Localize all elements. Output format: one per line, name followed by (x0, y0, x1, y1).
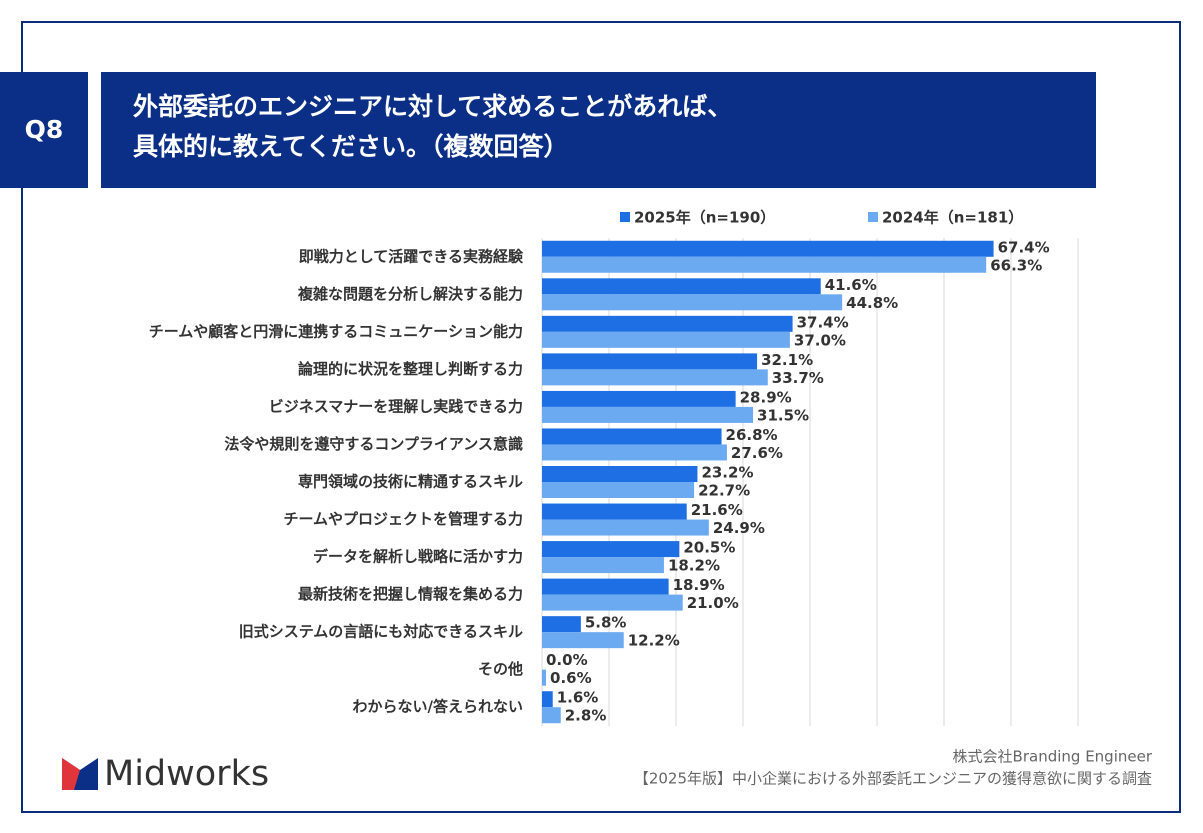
bar (542, 503, 687, 520)
title-box (101, 72, 1096, 188)
value-label: 28.9% (740, 388, 792, 406)
value-label: 41.6% (825, 276, 877, 294)
value-label: 18.9% (673, 576, 725, 594)
value-label: 33.7% (772, 369, 824, 387)
chart-title: 外部委託のエンジニアに対して求めることがあれば、 (133, 92, 732, 121)
value-label: 31.5% (757, 406, 809, 424)
value-label: 24.9% (713, 519, 765, 537)
bar (542, 557, 664, 574)
value-label: 21.6% (691, 501, 743, 519)
legend-swatch (868, 212, 878, 222)
bar (542, 616, 581, 633)
value-label: 18.2% (668, 557, 720, 575)
value-label: 12.2% (628, 632, 680, 650)
label-box (0, 72, 88, 188)
category-label: 専門領域の技術に精通するスキル (298, 473, 523, 491)
bar (542, 406, 754, 423)
bar (542, 315, 793, 332)
bar (542, 707, 561, 724)
bar (542, 466, 698, 482)
frame (21, 21, 1181, 813)
source: 株式会社Branding Engineer (953, 748, 1153, 766)
value-label: 67.4% (998, 238, 1050, 256)
value-label: 20.5% (683, 539, 735, 557)
value-label: 26.8% (726, 426, 778, 444)
value-label: 66.3% (990, 256, 1042, 274)
bar (542, 578, 669, 595)
category-label: 即戦力として活躍できる実務経験 (299, 247, 524, 265)
bar (542, 294, 843, 311)
bar (542, 390, 736, 407)
value-label: 22.7% (698, 482, 750, 500)
category-label: わからない/答えられない (353, 698, 523, 716)
bar (542, 691, 553, 708)
bar (542, 428, 722, 445)
category-label: チームや顧客と円滑に連携するコミュニケーション能力 (149, 322, 523, 340)
bar (542, 594, 683, 611)
legend-swatch (620, 212, 630, 222)
bar (542, 519, 709, 536)
question-label: Q8 (25, 115, 64, 144)
value-label: 1.6% (557, 689, 599, 707)
logo-icon (62, 758, 98, 790)
bar (542, 482, 695, 498)
category-label: 法令や規則を遵守するコンプライアンス意識 (224, 435, 523, 453)
category-label: データを解析し戦略に活かす力 (313, 548, 523, 566)
category-label: 旧式システムの言語にも対応できるスキル (239, 623, 523, 641)
value-label: 37.4% (797, 313, 849, 331)
category-label: 最新技術を把握し情報を集める力 (298, 585, 523, 603)
legend-label: 2024年（n=181） (882, 209, 1023, 227)
category-label: ビジネスマナーを理解し実践できる力 (269, 397, 523, 415)
value-label: 21.0% (687, 594, 739, 612)
value-label: 23.2% (701, 464, 753, 482)
category-label: その他 (478, 660, 523, 678)
bar (542, 240, 994, 257)
value-label: 0.6% (550, 669, 592, 687)
category-label: 論理的に状況を整理し判断する力 (298, 360, 523, 378)
category-label: 複雑な問題を分析し解決する能力 (297, 285, 523, 303)
value-label: 32.1% (761, 351, 813, 369)
value-label: 27.6% (731, 444, 783, 462)
bar (542, 331, 790, 348)
bar (542, 278, 821, 295)
bar (542, 669, 547, 686)
bar (542, 541, 680, 558)
bar (542, 632, 624, 649)
legend-label: 2025年（n=190） (634, 209, 775, 227)
bar (542, 353, 758, 370)
bar (542, 444, 727, 461)
value-label: 44.8% (846, 294, 898, 312)
chart-title: 具体的に教えてください。（複数回答） (133, 132, 569, 161)
value-label: 5.8% (585, 614, 627, 632)
value-label: 37.0% (794, 331, 846, 349)
value-label: 2.8% (565, 707, 607, 725)
bar (542, 256, 987, 273)
bar (542, 369, 768, 386)
category-label: チームやプロジェクトを管理する力 (283, 510, 523, 528)
logo: Midworks (104, 754, 269, 794)
source: 【2025年版】中小企業における外部委託エンジニアの獲得意欲に関する調査 (634, 770, 1152, 788)
value-label: 0.0% (546, 651, 588, 669)
